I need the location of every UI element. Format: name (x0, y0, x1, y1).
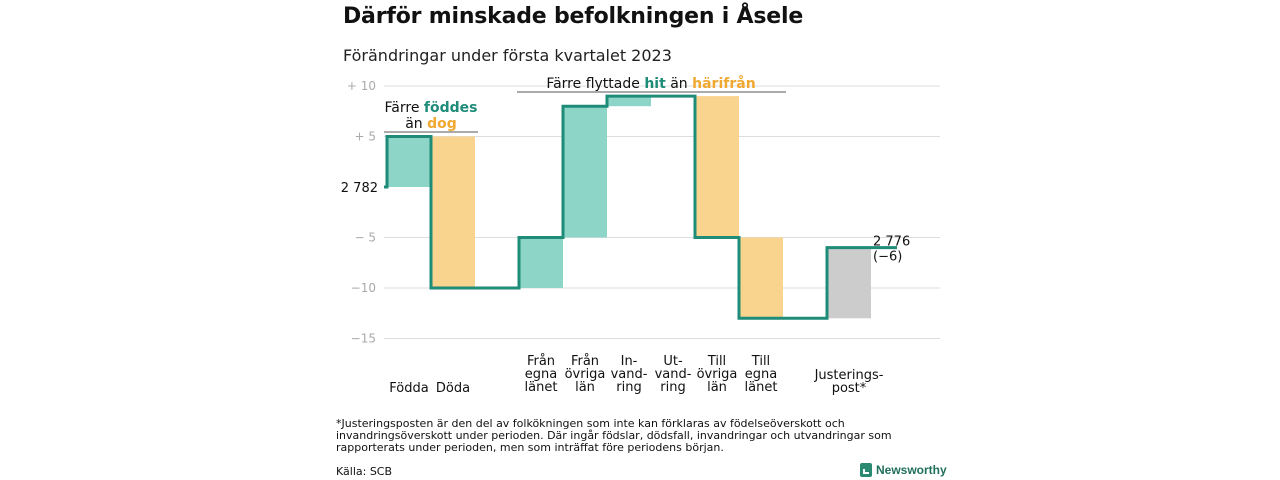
x-category-label: In-vand-ring (611, 354, 648, 395)
x-category-label: Till övriga län (697, 354, 738, 395)
annotation-births-line2: än dog (405, 116, 457, 132)
x-category-label: Från egna länet (525, 354, 558, 395)
footnote: *Justeringsposten är den del av folkökni… (336, 417, 892, 454)
x-category-label: Till egna länet (745, 354, 778, 395)
brand-logo[interactable]: Newsworthy (860, 463, 947, 477)
x-category-label: Justerings-post* (814, 368, 884, 396)
start-value-label: 2 782 (341, 181, 378, 196)
y-tick-label: + 5 (354, 130, 376, 144)
brand-name: Newsworthy (876, 463, 947, 477)
chart-subtitle: Förändringar under första kvartalet 2023 (343, 46, 672, 65)
end-value-label: 2 776 (873, 235, 910, 250)
y-tick-label: −10 (351, 281, 376, 295)
x-category-label: Födda (389, 381, 428, 396)
source-label: Källa: SCB (336, 465, 393, 478)
y-tick-label: + 10 (347, 79, 376, 93)
bar (695, 96, 739, 238)
y-tick-label: − 5 (354, 231, 376, 245)
step-line (384, 94, 897, 320)
waterfall-chart: + 10 + 5 − 5 −10 −15 Födda Döda Från egna länetFr… (341, 75, 940, 396)
x-category-label: Från övriga län (565, 354, 606, 395)
newsworthy-icon (860, 463, 872, 477)
annotation-births-line1: Färre föddes (385, 100, 478, 116)
bar (607, 96, 651, 107)
x-category-label: Ut-vand-ring (655, 354, 692, 395)
x-category-label: Döda (436, 381, 470, 396)
bar (827, 247, 871, 319)
bar (739, 237, 783, 319)
annotation-migration: Färre flyttade hit än härifrån (546, 75, 755, 92)
bar (519, 237, 563, 288)
bar (387, 136, 431, 187)
bar (431, 136, 475, 288)
y-tick-label: −15 (351, 332, 376, 346)
end-change-label: (−6) (873, 250, 902, 265)
chart-title: Därför minskade befolkningen i Åsele (343, 4, 804, 29)
bar (563, 106, 607, 238)
